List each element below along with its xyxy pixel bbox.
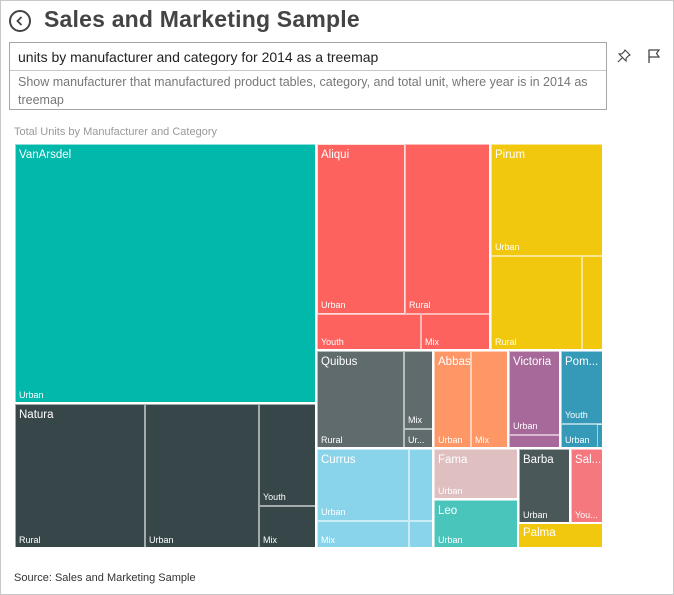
qa-restatement: Show manufacturer that manufactured prod… <box>18 75 588 107</box>
treemap-tile-pomum-youth[interactable]: Youth <box>561 351 604 424</box>
treemap-tile-currus-urban[interactable]: Urban <box>317 449 409 521</box>
treemap-tile[interactable] <box>509 435 561 449</box>
treemap-category-label: Urban <box>565 435 590 445</box>
treemap-manufacturer-label: Sal... <box>575 454 602 466</box>
treemap-manufacturer-label: Aliqui <box>321 149 350 161</box>
treemap-tile-natura-mix[interactable]: Mix <box>259 506 317 549</box>
treemap-group-victoria[interactable]: Urban Victoria <box>508 350 561 449</box>
treemap-tile-vanarsdel-urban[interactable]: Urban <box>15 144 317 404</box>
treemap-group-fama[interactable]: Urban Fama <box>433 448 519 500</box>
treemap-tile-pomum-urban[interactable]: Urban <box>561 424 604 449</box>
treemap-manufacturer-label: Barba <box>523 454 554 466</box>
treemap-category-label: Youth <box>321 337 344 347</box>
treemap-chart[interactable]: Urban VanArsdel Rural Urban Youth Mix Natura Ur… <box>14 143 604 549</box>
back-arrow-circle-icon[interactable] <box>9 10 31 32</box>
treemap-group-aliqui[interactable]: Urban Rural Youth Mix Aliqui <box>316 143 491 351</box>
treemap-tile-pirum-rural[interactable]: Rural <box>491 256 582 351</box>
treemap-manufacturer-label: Currus <box>321 454 356 466</box>
treemap-category-label: Urban <box>321 507 346 517</box>
treemap-category-label: Rural <box>409 300 431 310</box>
treemap-tile-currus-mix[interactable]: Mix <box>317 521 409 549</box>
treemap-tile-quibus-urban[interactable]: Ur... <box>404 429 434 449</box>
treemap-group-currus[interactable]: Urban Mix Currus <box>316 448 434 549</box>
treemap-manufacturer-label: Pirum <box>495 149 526 161</box>
treemap-manufacturer-label: Palma <box>523 527 556 539</box>
treemap-tile-aliqui-mix[interactable]: Mix <box>421 314 491 351</box>
treemap-group-natura[interactable]: Rural Urban Youth Mix Natura <box>14 403 317 549</box>
treemap-category-label: Rural <box>321 435 343 445</box>
treemap-category-label: Mix <box>263 535 277 545</box>
treemap-manufacturer-label: Quibus <box>321 356 358 368</box>
treemap-category-label: Mix <box>408 415 422 425</box>
treemap-category-label: Mix <box>321 535 335 545</box>
treemap-tile-natura-rural[interactable]: Rural <box>15 404 145 549</box>
treemap-category-label: Urban <box>149 535 174 545</box>
treemap-tile-aliqui-youth[interactable]: Youth <box>317 314 421 351</box>
treemap-category-label: Youth <box>263 492 286 502</box>
treemap-manufacturer-label: VanArsdel <box>19 149 72 161</box>
treemap-group-palma[interactable]: Palma <box>518 523 603 548</box>
treemap-manufacturer-label: Natura <box>19 409 54 421</box>
pin-icon[interactable] <box>614 46 634 66</box>
source-text: Source: Sales and Marketing Sample <box>14 572 196 584</box>
treemap-tile[interactable] <box>582 256 604 351</box>
treemap-category-label: Urban <box>438 535 463 545</box>
treemap-group-salvus[interactable]: You... Sal... <box>570 448 604 524</box>
treemap-manufacturer-label: Victoria <box>513 356 552 368</box>
treemap-category-label: Youth <box>565 410 588 420</box>
treemap-category-label: You... <box>575 510 598 520</box>
treemap-tile-abbas-mix[interactable]: Mix <box>471 351 509 449</box>
treemap-tile-pirum-urban[interactable]: Urban <box>491 144 604 256</box>
treemap-group-abbas[interactable]: Urban Mix Abbas <box>433 350 509 449</box>
treemap-tile-aliqui-urban[interactable]: Urban <box>317 144 405 314</box>
treemap-category-label: Rural <box>495 337 517 347</box>
page-title: Sales and Marketing Sample <box>44 6 360 32</box>
treemap-group-pirum[interactable]: Urban Rural Pirum <box>490 143 604 351</box>
treemap-group-barba[interactable]: Urban Barba <box>518 448 571 524</box>
treemap-group-quibus[interactable]: Rural Mix Ur... Quibus <box>316 350 434 449</box>
flag-icon[interactable] <box>644 46 664 66</box>
treemap-category-label: Urban <box>523 510 548 520</box>
treemap-manufacturer-label: Leo <box>438 505 458 517</box>
treemap-manufacturer-label: Pom... <box>565 356 599 368</box>
treemap-tile-aliqui-rural[interactable]: Rural <box>405 144 491 314</box>
treemap-category-label: Urban <box>495 242 520 252</box>
treemap-tile[interactable] <box>409 449 434 521</box>
treemap-category-label: Urban <box>513 421 538 431</box>
treemap-tile-natura-youth[interactable]: Youth <box>259 404 317 506</box>
treemap-category-label: Mix <box>475 435 489 445</box>
qa-box: Show manufacturer that manufactured prod… <box>9 42 607 110</box>
treemap-group-vanarsdel[interactable]: Urban VanArsdel <box>14 143 317 404</box>
treemap-category-label: Urban <box>438 435 463 445</box>
treemap-group-leo[interactable]: Urban Leo <box>433 499 519 549</box>
treemap-tile-quibus-mix[interactable]: Mix <box>404 351 434 429</box>
treemap-manufacturer-label: Fama <box>438 454 468 466</box>
treemap-category-label: Mix <box>425 337 439 347</box>
treemap-tile[interactable] <box>409 521 434 549</box>
treemap-group-pomum[interactable]: Youth Urban Pom... <box>560 350 604 449</box>
treemap-category-label: Urban <box>19 390 44 400</box>
treemap-category-label: Ur... <box>408 435 425 445</box>
chart-title: Total Units by Manufacturer and Category <box>14 126 217 138</box>
treemap-category-label: Urban <box>438 486 463 496</box>
treemap-tile-natura-urban[interactable]: Urban <box>145 404 259 549</box>
treemap-category-label: Urban <box>321 300 346 310</box>
treemap-category-label: Rural <box>19 535 41 545</box>
treemap-manufacturer-label: Abbas <box>438 356 471 368</box>
qa-question-input[interactable] <box>10 43 606 71</box>
